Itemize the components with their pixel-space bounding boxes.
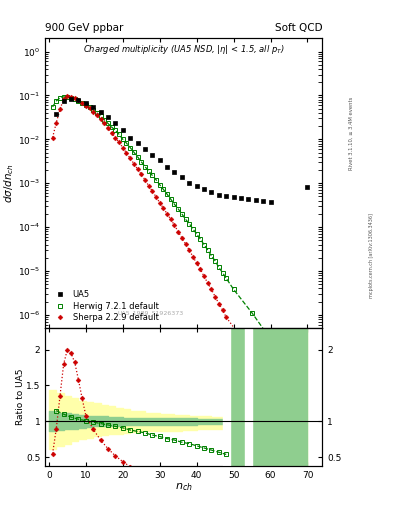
X-axis label: $n_{ch}$: $n_{ch}$	[175, 481, 193, 493]
Sherpa 2.2.9 default	[50, 135, 55, 141]
UA5	[157, 157, 162, 163]
UA5	[261, 198, 266, 204]
UA5	[76, 97, 81, 103]
Herwig 7.2.1 default	[165, 191, 169, 197]
UA5	[268, 199, 273, 205]
Herwig 7.2.1 default	[224, 275, 229, 282]
Herwig 7.2.1 default	[61, 94, 66, 100]
Sherpa 2.2.9 default	[176, 229, 180, 235]
UA5	[113, 120, 118, 126]
UA5	[91, 103, 95, 110]
Text: Soft QCD: Soft QCD	[275, 23, 322, 33]
Sherpa 2.2.9 default	[286, 393, 291, 399]
UA5	[150, 152, 155, 158]
UA5	[165, 163, 169, 169]
Line: Sherpa 2.2.9 default: Sherpa 2.2.9 default	[51, 94, 309, 419]
Sherpa 2.2.9 default	[187, 247, 192, 253]
UA5	[61, 98, 66, 104]
UA5	[246, 196, 251, 202]
UA5	[128, 135, 132, 141]
UA5	[180, 174, 184, 180]
Herwig 7.2.1 default	[202, 242, 206, 248]
UA5	[69, 96, 73, 102]
UA5	[106, 114, 110, 120]
UA5	[224, 194, 229, 200]
Text: Rivet 3.1.10, ≥ 3.4M events: Rivet 3.1.10, ≥ 3.4M events	[349, 96, 354, 170]
Herwig 7.2.1 default	[169, 196, 173, 202]
UA5	[54, 111, 59, 117]
UA5	[98, 109, 103, 115]
Herwig 7.2.1 default	[106, 120, 110, 126]
Line: Herwig 7.2.1 default: Herwig 7.2.1 default	[51, 95, 309, 397]
Text: mcplots.cern.ch [arXiv:1306.3436]: mcplots.cern.ch [arXiv:1306.3436]	[369, 214, 374, 298]
UA5	[187, 180, 192, 186]
Sherpa 2.2.9 default	[65, 93, 70, 99]
UA5	[209, 189, 214, 196]
UA5	[135, 140, 140, 146]
UA5	[83, 100, 88, 106]
UA5	[231, 194, 236, 200]
Sherpa 2.2.9 default	[109, 130, 114, 136]
UA5	[239, 195, 243, 201]
Line: UA5: UA5	[54, 97, 310, 204]
UA5	[172, 169, 177, 175]
UA5	[143, 146, 147, 152]
UA5	[202, 186, 206, 193]
Text: 900 GeV ppbar: 900 GeV ppbar	[45, 23, 123, 33]
Herwig 7.2.1 default	[176, 206, 180, 212]
Y-axis label: Ratio to UA5: Ratio to UA5	[16, 369, 25, 425]
UA5	[253, 197, 258, 203]
Y-axis label: $d\sigma/dn_{ch}$: $d\sigma/dn_{ch}$	[3, 163, 17, 203]
UA5	[217, 191, 221, 198]
Text: Charged multiplicity (UA5 NSD, $|\eta|$ < 1.5, all $p_T$): Charged multiplicity (UA5 NSD, $|\eta|$ …	[83, 42, 285, 56]
UA5	[305, 184, 310, 190]
UA5	[120, 127, 125, 134]
Text: UA5_1989_S1926373: UA5_1989_S1926373	[118, 311, 184, 316]
Sherpa 2.2.9 default	[95, 112, 99, 118]
Sherpa 2.2.9 default	[305, 415, 310, 421]
Sherpa 2.2.9 default	[113, 135, 118, 141]
Legend: UA5, Herwig 7.2.1 default, Sherpa 2.2.9 default: UA5, Herwig 7.2.1 default, Sherpa 2.2.9 …	[50, 288, 160, 324]
Herwig 7.2.1 default	[50, 104, 55, 110]
UA5	[194, 183, 199, 189]
Herwig 7.2.1 default	[305, 392, 310, 398]
